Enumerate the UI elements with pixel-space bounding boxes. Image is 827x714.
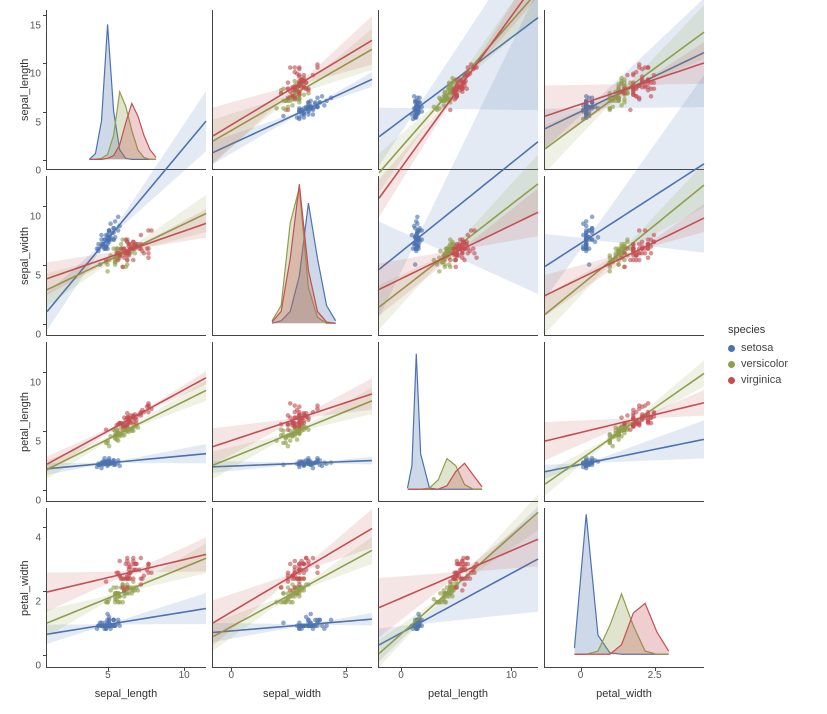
- ytick: 10: [30, 211, 41, 222]
- ytick: 2: [35, 597, 41, 608]
- panel-sepal_width-vs-petal_width: [544, 176, 704, 336]
- xlabel-petal_width: petal_width: [544, 674, 704, 704]
- xtick: 2.5: [648, 670, 662, 681]
- legend: species setosa versicolor virginica: [728, 324, 788, 390]
- xtick: 5: [105, 670, 111, 681]
- legend-swatch-icon: [728, 345, 735, 352]
- panel-sepal_length-vs-sepal_width: [212, 10, 372, 170]
- ylabel-petal_length: petal_length: [10, 342, 40, 502]
- panel-sepal_width-vs-sepal_width: [212, 176, 372, 336]
- xtick: 0: [578, 670, 584, 681]
- panel-sepal_width-vs-petal_length: [378, 176, 538, 336]
- ytick: 15: [30, 20, 41, 31]
- panel-sepal_width-vs-sepal_length: 0510: [46, 176, 206, 336]
- panel-petal_length-vs-petal_length: [378, 342, 538, 502]
- legend-label: virginica: [741, 374, 781, 386]
- pairplot-grid: sepal_length051015sepal_width0510petal_l…: [10, 10, 704, 704]
- ylabel-sepal_length: sepal_length: [10, 10, 40, 170]
- ytick: 0: [35, 496, 41, 507]
- ylabel-sepal_width: sepal_width: [10, 176, 40, 336]
- panel-petal_width-vs-sepal_width: 05: [212, 508, 372, 668]
- ytick: 5: [35, 117, 41, 128]
- xtick: 0: [398, 670, 404, 681]
- ytick: 5: [35, 436, 41, 447]
- legend-item-virginica: virginica: [728, 374, 788, 386]
- ytick: 10: [30, 377, 41, 388]
- ytick: 5: [35, 270, 41, 281]
- panel-petal_length-vs-sepal_length: 0510: [46, 342, 206, 502]
- xtick: 5: [343, 670, 349, 681]
- panel-petal_width-vs-sepal_length: 024510: [46, 508, 206, 668]
- panel-petal_length-vs-petal_width: [544, 342, 704, 502]
- legend-swatch-icon: [728, 361, 735, 368]
- legend-item-versicolor: versicolor: [728, 358, 788, 370]
- ytick: 0: [35, 661, 41, 672]
- ytick: 10: [30, 69, 41, 80]
- xtick: 10: [506, 670, 517, 681]
- ytick: 0: [35, 330, 41, 341]
- legend-item-setosa: setosa: [728, 342, 788, 354]
- panel-petal_width-vs-petal_length: 010: [378, 508, 538, 668]
- pairplot-figure: sepal_length051015sepal_width0510petal_l…: [10, 10, 817, 704]
- legend-swatch-icon: [728, 377, 735, 384]
- ytick: 4: [35, 533, 41, 544]
- xtick: 10: [179, 670, 190, 681]
- legend-label: setosa: [741, 342, 773, 354]
- panel-petal_length-vs-sepal_width: [212, 342, 372, 502]
- xtick: 0: [229, 670, 235, 681]
- legend-title: species: [728, 324, 788, 336]
- panel-petal_width-vs-petal_width: 02.5: [544, 508, 704, 668]
- legend-label: versicolor: [741, 358, 788, 370]
